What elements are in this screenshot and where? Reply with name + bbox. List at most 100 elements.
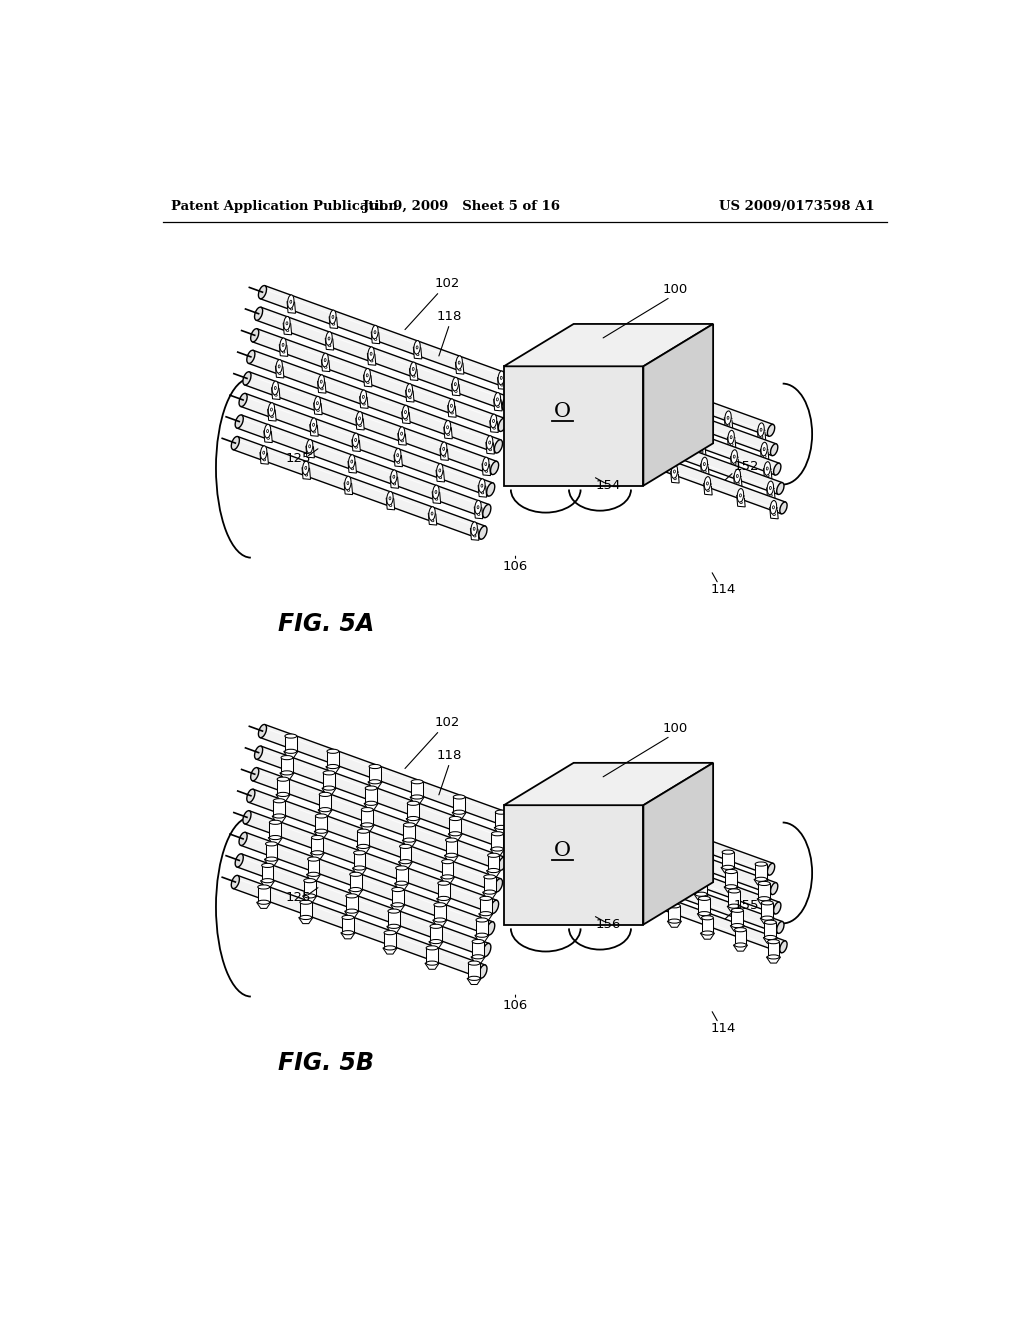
Polygon shape: [341, 933, 355, 939]
Ellipse shape: [495, 440, 503, 453]
Ellipse shape: [780, 502, 787, 513]
Ellipse shape: [255, 746, 262, 759]
Ellipse shape: [284, 317, 290, 330]
Ellipse shape: [260, 446, 267, 459]
Ellipse shape: [315, 829, 328, 833]
Polygon shape: [394, 455, 402, 467]
Ellipse shape: [436, 463, 443, 478]
Ellipse shape: [695, 418, 701, 432]
Ellipse shape: [236, 854, 244, 867]
Ellipse shape: [353, 850, 366, 855]
Polygon shape: [425, 964, 439, 969]
Ellipse shape: [443, 455, 445, 457]
Ellipse shape: [288, 294, 294, 309]
Ellipse shape: [495, 879, 503, 892]
Ellipse shape: [395, 866, 408, 870]
Polygon shape: [504, 323, 713, 367]
Polygon shape: [372, 331, 380, 343]
Ellipse shape: [306, 440, 313, 453]
Text: 152: 152: [734, 459, 760, 473]
Ellipse shape: [486, 483, 495, 496]
Ellipse shape: [499, 857, 507, 870]
Ellipse shape: [694, 404, 696, 408]
Ellipse shape: [725, 870, 737, 874]
Polygon shape: [470, 528, 479, 540]
Ellipse shape: [434, 903, 445, 907]
Ellipse shape: [701, 457, 708, 471]
Polygon shape: [440, 876, 455, 883]
Polygon shape: [398, 433, 407, 445]
Ellipse shape: [666, 900, 677, 904]
Ellipse shape: [357, 845, 370, 849]
Polygon shape: [695, 879, 708, 894]
Polygon shape: [456, 362, 464, 374]
Polygon shape: [476, 920, 487, 936]
Ellipse shape: [328, 337, 330, 341]
Ellipse shape: [399, 859, 412, 863]
Ellipse shape: [276, 359, 283, 374]
Polygon shape: [445, 840, 458, 855]
Polygon shape: [273, 801, 285, 816]
Ellipse shape: [650, 857, 657, 869]
Ellipse shape: [304, 879, 315, 883]
Ellipse shape: [485, 470, 487, 473]
Ellipse shape: [728, 904, 740, 908]
Ellipse shape: [780, 941, 787, 953]
Ellipse shape: [355, 446, 357, 449]
Ellipse shape: [258, 725, 266, 738]
Ellipse shape: [439, 469, 440, 473]
Polygon shape: [245, 810, 497, 913]
Ellipse shape: [444, 421, 451, 434]
Ellipse shape: [644, 818, 651, 830]
Ellipse shape: [497, 397, 499, 401]
Polygon shape: [494, 399, 502, 411]
Polygon shape: [645, 818, 773, 875]
Ellipse shape: [266, 429, 268, 433]
Ellipse shape: [360, 389, 367, 404]
Polygon shape: [691, 405, 699, 417]
Ellipse shape: [278, 777, 289, 781]
Ellipse shape: [369, 780, 381, 784]
Ellipse shape: [409, 397, 412, 399]
Polygon shape: [348, 461, 356, 473]
Ellipse shape: [263, 451, 264, 454]
Ellipse shape: [662, 407, 669, 420]
Ellipse shape: [472, 954, 484, 958]
Polygon shape: [764, 469, 772, 480]
Polygon shape: [472, 941, 484, 957]
Ellipse shape: [659, 861, 671, 865]
Polygon shape: [758, 883, 770, 899]
Polygon shape: [436, 899, 451, 904]
Polygon shape: [658, 863, 672, 869]
Polygon shape: [410, 797, 424, 803]
Ellipse shape: [332, 315, 334, 318]
Ellipse shape: [362, 403, 366, 405]
Polygon shape: [237, 414, 489, 517]
Polygon shape: [701, 917, 714, 933]
Ellipse shape: [671, 465, 678, 478]
Ellipse shape: [357, 829, 370, 833]
Ellipse shape: [476, 933, 487, 937]
Ellipse shape: [243, 372, 251, 385]
Polygon shape: [763, 937, 777, 944]
Polygon shape: [659, 847, 671, 863]
Polygon shape: [352, 440, 360, 451]
Ellipse shape: [389, 504, 392, 507]
Ellipse shape: [769, 486, 771, 490]
Polygon shape: [407, 818, 420, 825]
Ellipse shape: [666, 884, 677, 888]
Ellipse shape: [493, 420, 495, 422]
Ellipse shape: [656, 826, 668, 830]
Ellipse shape: [694, 412, 697, 414]
Ellipse shape: [255, 308, 262, 321]
Ellipse shape: [273, 814, 285, 818]
Polygon shape: [349, 874, 361, 890]
Polygon shape: [406, 391, 414, 403]
Ellipse shape: [671, 450, 673, 454]
Ellipse shape: [446, 426, 449, 429]
Polygon shape: [480, 899, 492, 913]
Polygon shape: [314, 832, 329, 837]
Ellipse shape: [345, 477, 351, 490]
Polygon shape: [257, 903, 270, 908]
Ellipse shape: [767, 863, 775, 875]
